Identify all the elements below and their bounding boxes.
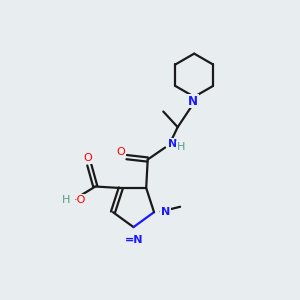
Text: O: O xyxy=(116,147,125,157)
Text: N: N xyxy=(161,207,170,217)
Text: H: H xyxy=(62,195,71,205)
Text: O: O xyxy=(83,153,92,163)
Text: ·O: ·O xyxy=(74,195,86,205)
Text: N: N xyxy=(168,139,177,149)
Text: H: H xyxy=(176,142,185,152)
Text: =N: =N xyxy=(125,235,144,245)
Text: N: N xyxy=(188,94,198,107)
